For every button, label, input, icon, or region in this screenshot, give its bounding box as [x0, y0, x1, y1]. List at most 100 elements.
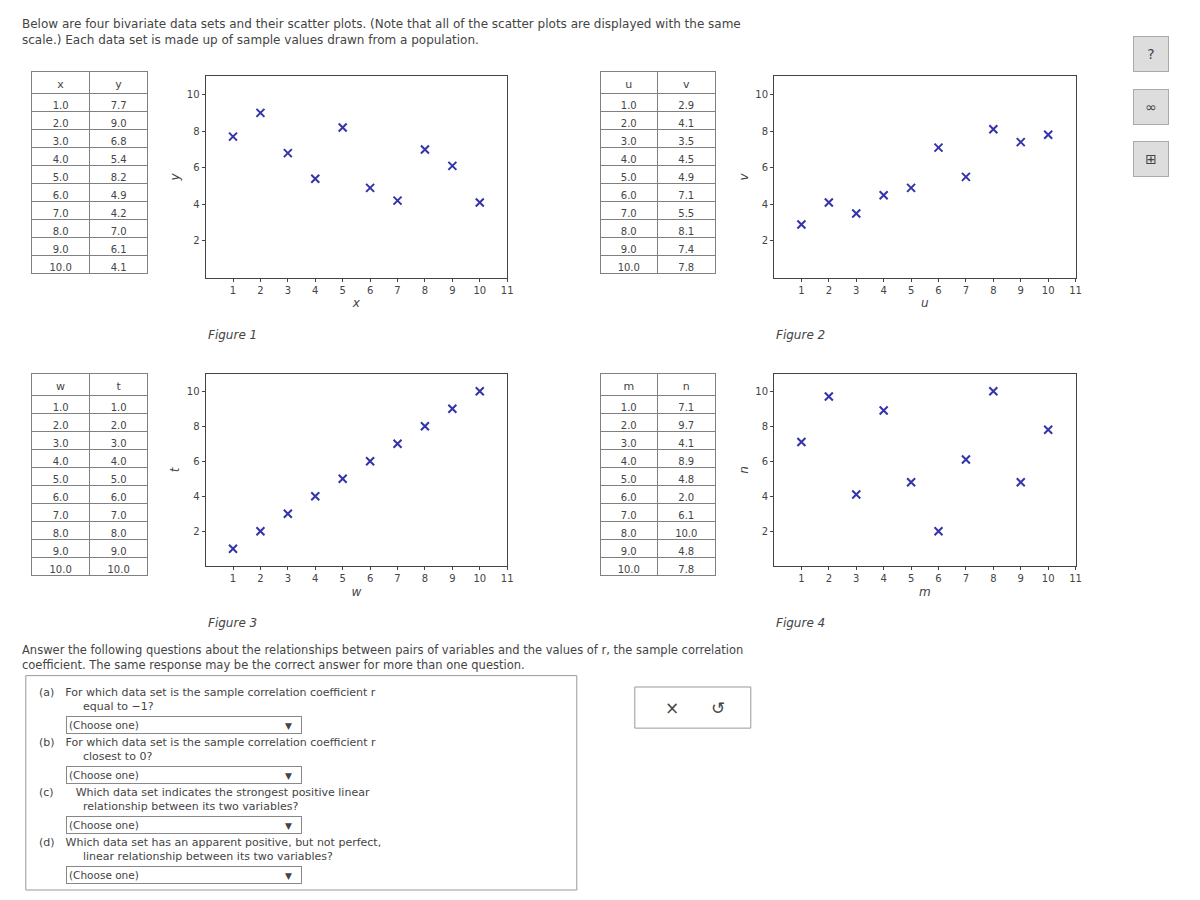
- svg-text:4: 4: [880, 285, 886, 296]
- svg-text:7: 7: [963, 573, 969, 584]
- svg-text:4.8: 4.8: [678, 474, 694, 485]
- svg-text:∞: ∞: [1145, 99, 1157, 115]
- svg-text:5.0: 5.0: [53, 172, 69, 183]
- svg-text:2.0: 2.0: [678, 492, 694, 503]
- svg-text:(Choose one): (Choose one): [69, 869, 139, 881]
- svg-text:5: 5: [340, 285, 346, 296]
- svg-text:(d) Which data set has an appa: (d) Which data set has an apparent posit…: [39, 836, 381, 863]
- svg-text:4.1: 4.1: [678, 438, 694, 449]
- svg-text:10: 10: [473, 573, 486, 584]
- svg-text:6.8: 6.8: [111, 136, 127, 147]
- svg-text:6: 6: [193, 456, 199, 467]
- svg-text:4: 4: [312, 573, 318, 584]
- svg-text:9: 9: [449, 285, 455, 296]
- svg-text:4.0: 4.0: [111, 456, 127, 467]
- svg-text:▼: ▼: [285, 821, 292, 831]
- svg-text:7.0: 7.0: [621, 510, 637, 521]
- svg-text:11: 11: [501, 285, 514, 296]
- svg-text:6.0: 6.0: [621, 492, 637, 503]
- svg-text:Figure 2: Figure 2: [776, 328, 825, 342]
- svg-text:(c) Which data set indicates: (c) Which data set indicates the stronge…: [39, 786, 370, 813]
- svg-text:9.0: 9.0: [53, 546, 69, 557]
- svg-text:7: 7: [963, 285, 969, 296]
- svg-text:6: 6: [367, 573, 373, 584]
- svg-text:8.1: 8.1: [678, 226, 694, 237]
- svg-text:6.1: 6.1: [678, 510, 694, 521]
- svg-text:10: 10: [473, 285, 486, 296]
- svg-text:u: u: [625, 78, 632, 91]
- svg-text:2.0: 2.0: [53, 420, 69, 431]
- svg-text:8: 8: [422, 285, 428, 296]
- svg-text:8: 8: [990, 573, 996, 584]
- svg-text:1.0: 1.0: [111, 402, 127, 413]
- svg-text:2: 2: [826, 285, 832, 296]
- svg-text:w: w: [56, 380, 65, 393]
- svg-text:2: 2: [826, 573, 832, 584]
- svg-text:9.0: 9.0: [621, 546, 637, 557]
- svg-text:1: 1: [798, 285, 804, 296]
- svg-text:11: 11: [501, 573, 514, 584]
- svg-text:4.2: 4.2: [111, 208, 127, 219]
- svg-text:10: 10: [755, 386, 768, 397]
- svg-text:4.0: 4.0: [621, 456, 637, 467]
- svg-text:3.0: 3.0: [621, 438, 637, 449]
- svg-text:2.9: 2.9: [678, 100, 694, 111]
- svg-text:7: 7: [394, 573, 400, 584]
- svg-text:4.0: 4.0: [53, 154, 69, 165]
- svg-text:m: m: [919, 585, 931, 599]
- svg-text:10.0: 10.0: [49, 262, 71, 273]
- svg-text:x: x: [352, 296, 361, 310]
- svg-text:6.0: 6.0: [53, 190, 69, 201]
- svg-text:8: 8: [762, 421, 768, 432]
- svg-text:8.2: 8.2: [111, 172, 127, 183]
- svg-text:▼: ▼: [285, 871, 292, 881]
- svg-text:4: 4: [762, 491, 768, 502]
- svg-text:⊞: ⊞: [1145, 151, 1157, 167]
- svg-text:(Choose one): (Choose one): [69, 719, 139, 731]
- svg-text:(a) For which data set is the: (a) For which data set is the sample cor…: [39, 686, 376, 713]
- svg-text:u: u: [921, 296, 929, 310]
- svg-text:10.0: 10.0: [107, 564, 129, 575]
- svg-text:7.1: 7.1: [678, 190, 694, 201]
- svg-text:6: 6: [762, 162, 768, 173]
- svg-text:10: 10: [187, 89, 200, 100]
- svg-text:10: 10: [187, 386, 200, 397]
- svg-text:10: 10: [1042, 573, 1055, 584]
- svg-text:Below are four bivariate data: Below are four bivariate data sets and t…: [22, 17, 741, 47]
- svg-text:10.0: 10.0: [675, 528, 697, 539]
- svg-text:8.0: 8.0: [53, 528, 69, 539]
- svg-text:2.0: 2.0: [621, 118, 637, 129]
- svg-text:2.0: 2.0: [53, 118, 69, 129]
- svg-text:9: 9: [1018, 573, 1024, 584]
- svg-text:8.0: 8.0: [111, 528, 127, 539]
- svg-text:8.0: 8.0: [53, 226, 69, 237]
- svg-text:Figure 1: Figure 1: [208, 328, 257, 342]
- svg-text:1.0: 1.0: [53, 100, 69, 111]
- svg-text:3: 3: [853, 285, 859, 296]
- svg-text:(b) For which data set is the: (b) For which data set is the sample cor…: [39, 736, 376, 763]
- svg-text:6: 6: [193, 162, 199, 173]
- svg-text:y: y: [168, 172, 182, 181]
- svg-text:4.0: 4.0: [621, 154, 637, 165]
- svg-text:t: t: [168, 466, 182, 472]
- svg-text:10.0: 10.0: [49, 564, 71, 575]
- svg-text:5: 5: [908, 285, 914, 296]
- svg-text:x: x: [57, 78, 64, 91]
- svg-text:3.0: 3.0: [53, 136, 69, 147]
- svg-text:2.0: 2.0: [621, 420, 637, 431]
- svg-text:2: 2: [762, 235, 768, 246]
- svg-text:9.0: 9.0: [621, 244, 637, 255]
- svg-text:3: 3: [285, 573, 291, 584]
- svg-text:?: ?: [1147, 46, 1154, 62]
- svg-text:▼: ▼: [285, 771, 292, 781]
- svg-text:10: 10: [1042, 285, 1055, 296]
- svg-text:2: 2: [257, 285, 263, 296]
- svg-text:8.0: 8.0: [621, 528, 637, 539]
- svg-text:5: 5: [340, 573, 346, 584]
- svg-text:Figure 3: Figure 3: [208, 616, 257, 630]
- svg-text:1.0: 1.0: [621, 100, 637, 111]
- svg-text:1: 1: [230, 285, 236, 296]
- svg-text:10.0: 10.0: [618, 564, 640, 575]
- svg-text:v: v: [683, 78, 690, 91]
- svg-text:6: 6: [367, 285, 373, 296]
